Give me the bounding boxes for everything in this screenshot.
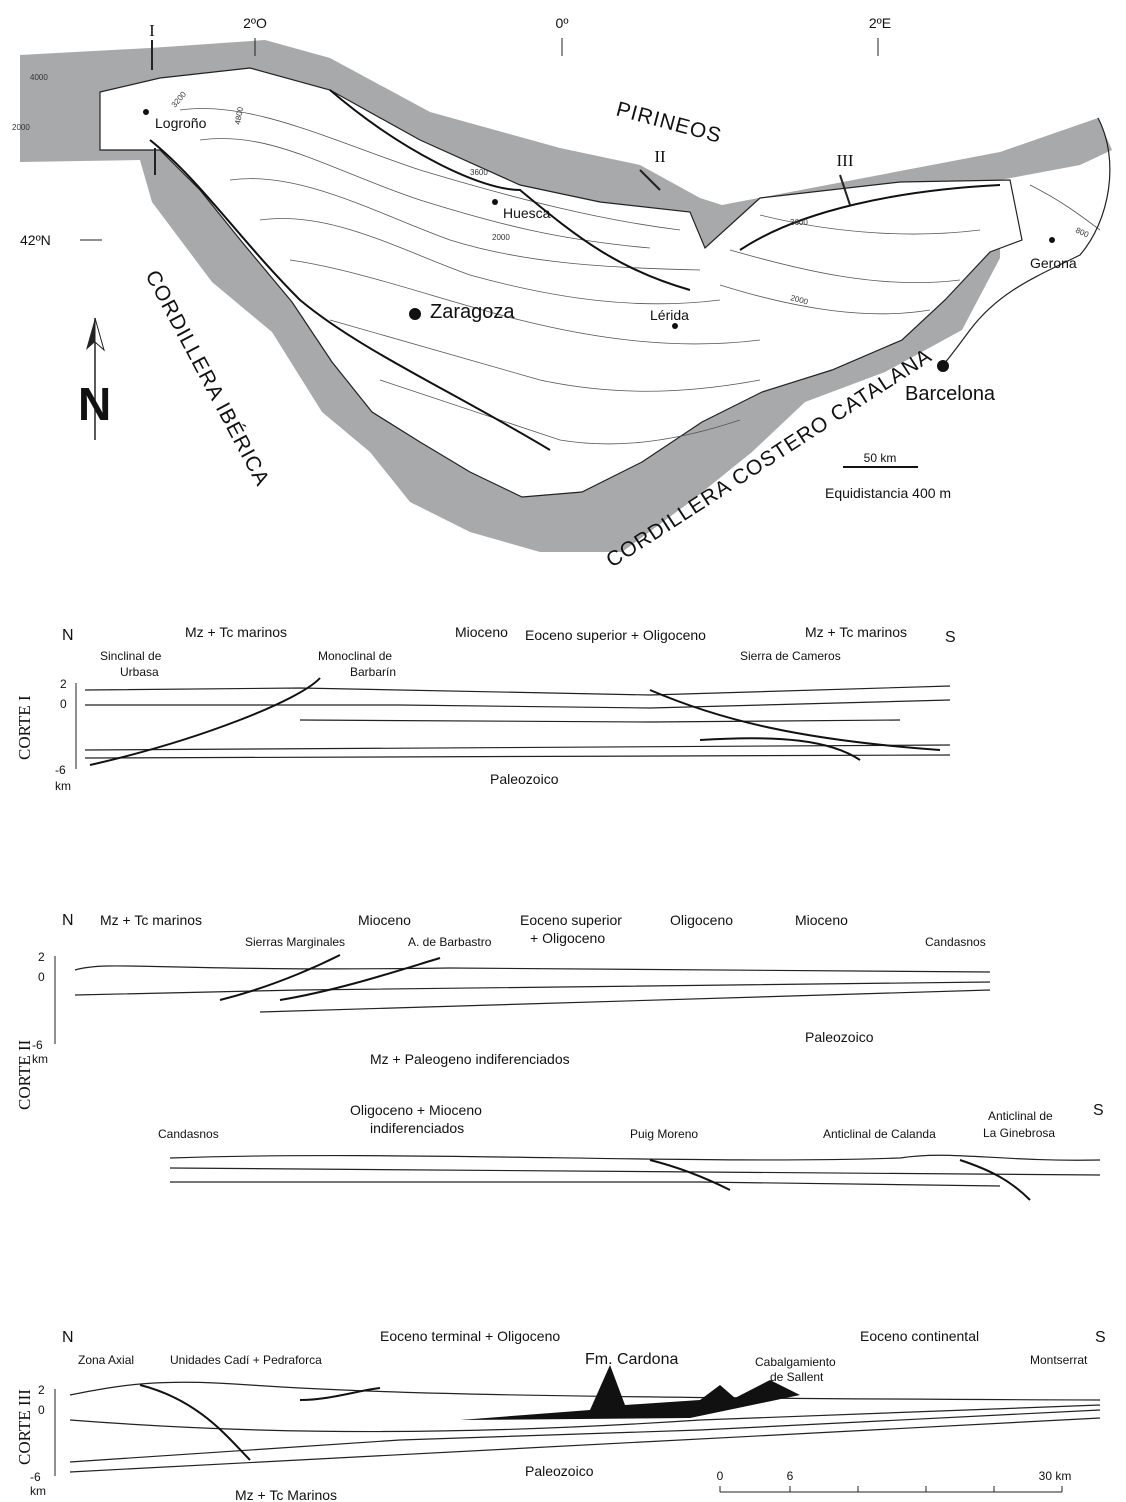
map: 2ºO 0º 2ºE 42ºN I II III Logroño Huesca … (12, 15, 1112, 572)
section-label: Eoceno superior + Oligoceno (525, 627, 706, 643)
section-label: Mz + Tc marinos (100, 912, 202, 928)
longitude-label: 0º (556, 15, 569, 31)
section-label: Monoclinal de (318, 649, 392, 663)
north-label: N (62, 1329, 74, 1346)
axis-label: 2 (60, 677, 67, 691)
section-label: Mioceno (358, 912, 411, 928)
longitude-label: 2ºE (869, 15, 891, 31)
section-label: Oligoceno + Mioceno (350, 1102, 482, 1118)
city-label: Zaragoza (430, 301, 515, 323)
axis-label: km (32, 1052, 48, 1066)
city-label: Logroño (155, 115, 207, 131)
section-label: Paleozoico (525, 1463, 594, 1479)
section-label: Mioceno (795, 912, 848, 928)
axis-label: 2 (38, 1383, 45, 1397)
section-label: Paleozoico (805, 1029, 874, 1045)
section-label: Mz + Tc marinos (805, 624, 907, 640)
scale-label: 6 (787, 1469, 794, 1483)
latitude-label: 42ºN (20, 232, 51, 248)
south-label: S (945, 629, 956, 646)
axis-label: -6 (30, 1470, 41, 1484)
city-label: Barcelona (905, 383, 996, 405)
section-label: indiferenciados (370, 1120, 464, 1136)
axis-label: 2 (38, 950, 45, 964)
longitude-label: 2ºO (243, 15, 267, 31)
section-label: Sierras Marginales (245, 935, 345, 949)
city-label: Gerona (1030, 255, 1077, 271)
figure: 2ºO 0º 2ºE 42ºN I II III Logroño Huesca … (0, 0, 1126, 1502)
axis-label: -6 (55, 763, 66, 777)
section-2: CORTE II N S 2 0 -6 km Mz + Tc marinos S… (15, 912, 1104, 1200)
contour-label: 2000 (492, 233, 510, 242)
section-mark: II (654, 147, 666, 166)
city-label: Lérida (650, 307, 689, 323)
city-label: Huesca (503, 205, 551, 221)
axis-label: km (55, 779, 71, 793)
section-label: La Ginebrosa (983, 1126, 1055, 1140)
scale-label: 0 (717, 1469, 724, 1483)
section-label: Sinclinal de (100, 649, 162, 663)
section-label: Eoceno superior (520, 912, 622, 928)
axis-label: km (30, 1484, 46, 1498)
axis-label: 0 (38, 1403, 45, 1417)
section-label: Anticlinal de Calanda (823, 1127, 936, 1141)
contour-label: 4000 (30, 73, 48, 82)
section-label: Montserrat (1030, 1353, 1088, 1367)
section-label: Anticlinal de (988, 1109, 1053, 1123)
section-label: Puig Moreno (630, 1127, 698, 1141)
section-label: Oligoceno (670, 912, 733, 928)
region-label: PIRINEOS (614, 98, 725, 148)
section-label: Unidades Cadí + Pedraforca (170, 1353, 322, 1367)
north-label: N (78, 378, 111, 430)
axis-label: 0 (60, 697, 67, 711)
section-title: CORTE III (15, 1389, 34, 1465)
section-title: CORTE I (15, 695, 34, 760)
south-label: S (1095, 1329, 1106, 1346)
section-label: Sierra de Cameros (740, 649, 841, 663)
equidistance-label: Equidistancia 400 m (825, 485, 951, 501)
section-label: Urbasa (120, 665, 159, 679)
scale-label: 30 km (1039, 1469, 1072, 1483)
section-mark: III (837, 151, 854, 170)
section-1: CORTE I N S 2 0 -6 km Sinclinal de Urbas… (15, 624, 956, 793)
contour-label: 3600 (470, 168, 488, 177)
contour-label: 2000 (12, 123, 30, 132)
section-label: Eoceno terminal + Oligoceno (380, 1328, 560, 1344)
section-label: + Oligoceno (530, 930, 605, 946)
section-label: Paleozoico (490, 771, 559, 787)
contour-label: 800 (1074, 226, 1090, 240)
south-label: S (1093, 1102, 1104, 1119)
axis-label: 0 (38, 970, 45, 984)
north-label: N (62, 912, 74, 929)
section-label: Mz + Tc Marinos (235, 1487, 337, 1502)
axis-label: -6 (32, 1038, 43, 1052)
contour-label: 3600 (790, 218, 808, 227)
evaporites (460, 1365, 800, 1420)
section-label: de Sallent (770, 1370, 824, 1384)
scale-label: 50 km (864, 451, 897, 465)
section-label: Fm. Cardona (585, 1351, 678, 1368)
section-mark: I (149, 21, 155, 40)
north-label: N (62, 627, 74, 644)
section-label: Mioceno (455, 624, 508, 640)
section-label: Eoceno continental (860, 1328, 979, 1344)
section-label: A. de Barbastro (408, 935, 492, 949)
section-label: Candasnos (925, 935, 986, 949)
section-label: Barbarín (350, 665, 396, 679)
section-3: CORTE III N S 2 0 -6 km Zona Axial Unida… (15, 1328, 1106, 1502)
scale-bar (720, 1486, 1062, 1492)
section-label: Mz + Tc marinos (185, 624, 287, 640)
section-label: Candasnos (158, 1127, 219, 1141)
section-label: Zona Axial (78, 1353, 134, 1367)
section-label: Cabalgamiento (755, 1355, 836, 1369)
section-label: Mz + Paleogeno indiferenciados (370, 1051, 570, 1067)
